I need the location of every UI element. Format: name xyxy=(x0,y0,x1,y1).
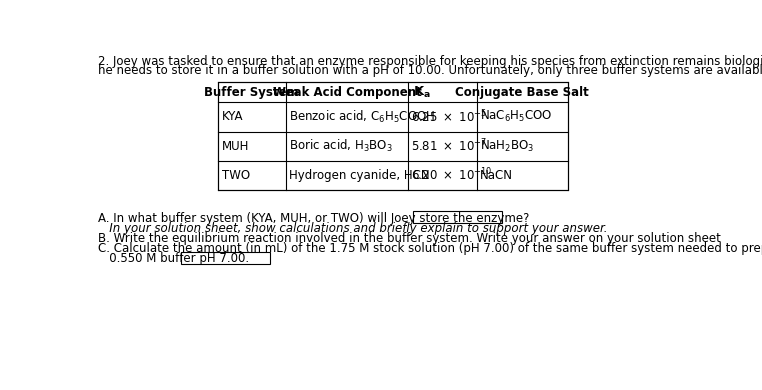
Text: B. Write the equilibrium reaction involved in the buffer system. Write your answ: B. Write the equilibrium reaction involv… xyxy=(98,232,721,245)
Text: $\mathrm{NaC_6H_5COO}$: $\mathrm{NaC_6H_5COO}$ xyxy=(479,109,552,124)
Text: C. Calculate the amount (in mL) of the 1.75 M stock solution (pH 7.00) of the sa: C. Calculate the amount (in mL) of the 1… xyxy=(98,242,762,255)
Text: KYA: KYA xyxy=(223,110,244,123)
Text: Weak Acid Component: Weak Acid Component xyxy=(273,86,421,99)
Text: A. In what buffer system (KYA, MUH, or TWO) will Joey store the enzyme?: A. In what buffer system (KYA, MUH, or T… xyxy=(98,212,530,225)
Text: 0.550 M buffer pH 7.00.: 0.550 M buffer pH 7.00. xyxy=(98,252,249,265)
Text: 2. Joey was tasked to ensure that an enzyme responsible for keeping his species : 2. Joey was tasked to ensure that an enz… xyxy=(98,55,762,67)
Text: In your solution sheet, show calculations and briefly explain to support your an: In your solution sheet, show calculation… xyxy=(98,222,608,235)
Text: TWO: TWO xyxy=(223,169,251,182)
Bar xyxy=(181,252,270,264)
Text: $5.81\ \times\ 10^{-7}$: $5.81\ \times\ 10^{-7}$ xyxy=(411,138,488,154)
Text: Buffer System: Buffer System xyxy=(204,86,299,99)
Text: NaCN: NaCN xyxy=(479,169,513,182)
Text: Benzoic acid, $\mathrm{C_6H_5COOH}$: Benzoic acid, $\mathrm{C_6H_5COOH}$ xyxy=(289,109,435,125)
Bar xyxy=(413,211,502,223)
Text: $\mathbf{K_a}$: $\mathbf{K_a}$ xyxy=(413,85,431,100)
Text: $6.20\ \times\ 10^{-10}$: $6.20\ \times\ 10^{-10}$ xyxy=(411,167,493,184)
Text: Boric acid, $\mathrm{H_3BO_3}$: Boric acid, $\mathrm{H_3BO_3}$ xyxy=(289,138,393,154)
Text: MUH: MUH xyxy=(223,140,250,152)
Text: he needs to store it in a buffer solution with a pH of 10.00. Unfortunately, onl: he needs to store it in a buffer solutio… xyxy=(98,64,762,77)
Text: $\mathrm{NaH_2BO_3}$: $\mathrm{NaH_2BO_3}$ xyxy=(479,138,534,154)
Text: Hydrogen cyanide, HCN: Hydrogen cyanide, HCN xyxy=(289,169,430,182)
Text: $6.25\ \times\ 10^{-5}$: $6.25\ \times\ 10^{-5}$ xyxy=(411,108,488,125)
Text: Conjugate Base Salt: Conjugate Base Salt xyxy=(456,86,589,99)
Bar xyxy=(218,82,568,190)
